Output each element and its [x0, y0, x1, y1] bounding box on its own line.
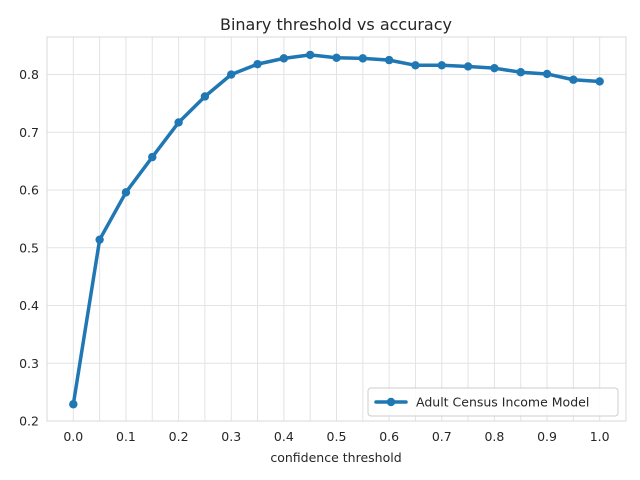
y-tick-label: 0.5: [19, 240, 39, 255]
x-tick-labels: 0.0 0.1 0.2 0.3 0.4 0.5 0.6 0.7 0.8 0.9 1.0: [63, 429, 609, 444]
legend-box: [367, 387, 619, 417]
data-point: [411, 61, 420, 70]
data-point: [384, 55, 394, 65]
series-layer: [69, 50, 604, 409]
data-point: [227, 70, 236, 79]
y-tick-label: 0.7: [19, 125, 39, 140]
x-axis-label: confidence threshold: [270, 450, 401, 465]
chart-title: Binary threshold vs accuracy: [220, 15, 452, 34]
x-tick-label: 0.7: [432, 429, 452, 444]
data-point: [569, 75, 578, 84]
data-point: [200, 92, 210, 101]
data-point: [542, 69, 552, 79]
legend-label: Adult Census Income Model: [416, 395, 589, 410]
x-tick-label: 0.2: [169, 429, 189, 444]
data-point: [516, 68, 525, 77]
plot-frame: [46, 36, 627, 422]
y-tick-label: 0.4: [19, 298, 39, 313]
y-tick-labels: 0.2 0.3 0.4 0.5 0.6 0.7 0.8: [19, 67, 39, 428]
data-point: [305, 50, 315, 60]
data-point: [95, 235, 104, 244]
x-tick-label: 0.0: [63, 429, 83, 444]
data-point: [358, 54, 368, 63]
data-point: [174, 118, 183, 127]
data-point: [121, 188, 131, 197]
data-point: [253, 59, 262, 69]
y-tick-label: 0.3: [19, 356, 39, 371]
x-tick-label: 0.8: [484, 429, 504, 444]
data-point: [69, 400, 78, 409]
data-point: [148, 152, 157, 162]
data-point: [279, 54, 289, 63]
data-point: [437, 61, 446, 70]
y-tick-label: 0.6: [19, 183, 39, 198]
y-tick-label: 0.2: [19, 414, 39, 429]
x-tick-label: 0.9: [537, 429, 557, 444]
x-tick-label: 0.3: [221, 429, 241, 444]
legend: Adult Census Income Model: [367, 387, 619, 417]
data-point: [595, 77, 604, 86]
y-tick-label: 0.8: [19, 67, 39, 82]
x-tick-label: 0.1: [116, 429, 136, 444]
x-tick-label: 0.5: [327, 429, 347, 444]
x-tick-label: 0.6: [379, 429, 399, 444]
data-point: [490, 63, 499, 73]
data-point: [332, 53, 341, 62]
x-tick-label: 1.0: [590, 429, 610, 444]
data-point: [463, 62, 473, 71]
legend-marker: [386, 397, 396, 407]
x-tick-label: 0.4: [274, 429, 294, 444]
